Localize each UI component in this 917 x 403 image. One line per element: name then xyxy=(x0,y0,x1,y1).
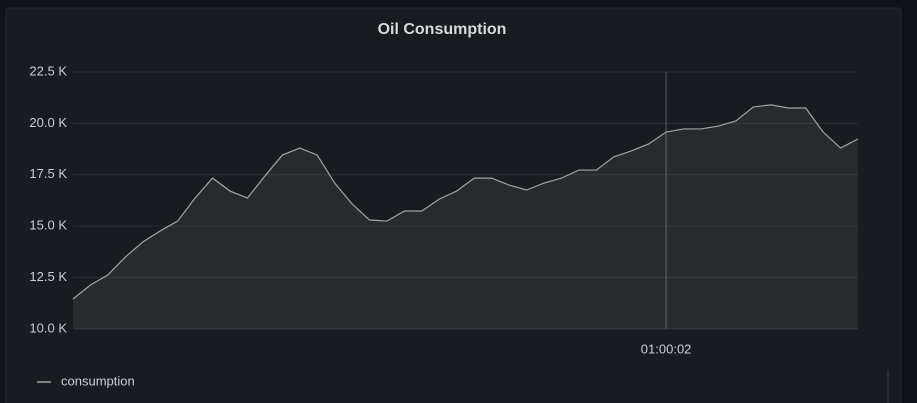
line xyxy=(72,104,859,300)
y-tick-label: 15.0 K xyxy=(29,218,67,233)
y-tick-label: 20.0 K xyxy=(29,115,67,130)
y-tick-label: 17.5 K xyxy=(29,166,67,181)
y-tick-label: 10.0 K xyxy=(29,320,67,335)
area xyxy=(73,104,858,330)
y-tick-label: 22.5 K xyxy=(29,63,67,78)
x-tick-label: 01:00:02 xyxy=(641,341,692,356)
panel xyxy=(5,7,902,403)
y-tick-label: 12.5 K xyxy=(29,269,67,284)
chart-title: Oil Consumption xyxy=(378,21,507,38)
legend-label: consumption xyxy=(61,373,135,388)
